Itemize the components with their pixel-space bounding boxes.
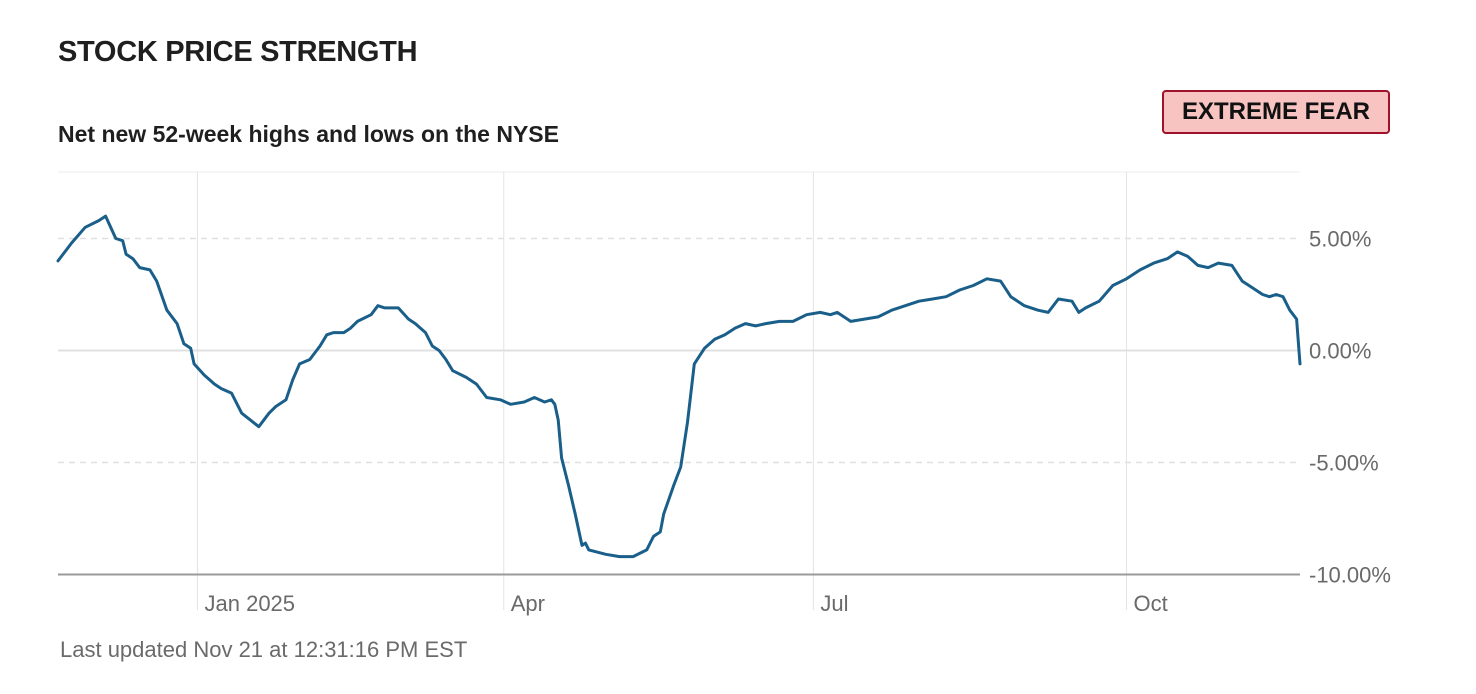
y-tick-label: 5.00% (1309, 227, 1371, 252)
y-tick-label: -10.00% (1309, 563, 1391, 588)
y-tick-label: 0.00% (1309, 339, 1371, 364)
y-tick-label: -5.00% (1309, 451, 1379, 476)
x-tick-label: Oct (1133, 591, 1167, 616)
last-updated: Last updated Nov 21 at 12:31:16 PM EST (60, 637, 468, 662)
chart-title: STOCK PRICE STRENGTH (58, 36, 418, 68)
rating-badge: EXTREME FEAR (1162, 90, 1390, 134)
x-tick-label: Jan 2025 (205, 591, 296, 616)
chart-subtitle: Net new 52-week highs and lows on the NY… (58, 121, 559, 147)
series-line (56, 214, 1302, 559)
x-tick-label: Apr (511, 591, 545, 616)
x-tick-label: Jul (820, 591, 848, 616)
